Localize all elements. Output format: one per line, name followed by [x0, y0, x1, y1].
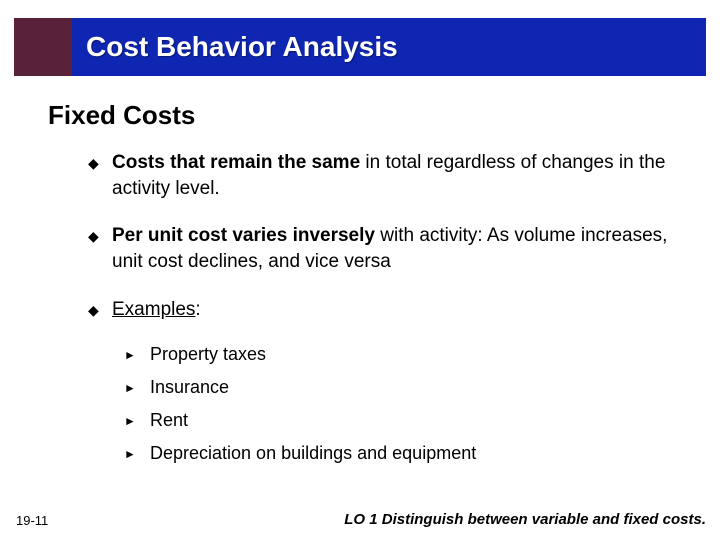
slide-title: Cost Behavior Analysis: [86, 31, 398, 63]
learning-objective-footer: LO 1 Distinguish between variable and fi…: [344, 511, 706, 528]
bullet-list: ◆Costs that remain the same in total reg…: [88, 150, 684, 476]
diamond-bullet-icon: ◆: [88, 297, 112, 320]
diamond-bullet-icon: ◆: [88, 223, 112, 246]
sub-bullet-text: Rent: [150, 410, 684, 431]
triangle-bullet-icon: ►: [124, 443, 150, 461]
bullet-item: ◆Costs that remain the same in total reg…: [88, 150, 684, 201]
sub-bullet-item: ►Insurance: [124, 377, 684, 398]
triangle-bullet-icon: ►: [124, 410, 150, 428]
sub-bullet-item: ►Property taxes: [124, 344, 684, 365]
slide: Cost Behavior Analysis Fixed Costs ◆Cost…: [0, 0, 720, 540]
section-heading: Fixed Costs: [48, 100, 195, 131]
page-number: 19-11: [16, 513, 48, 528]
sub-bullet-item: ►Depreciation on buildings and equipment: [124, 443, 684, 464]
title-accent-box: [14, 18, 72, 76]
sub-bullet-list: ►Property taxes►Insurance►Rent►Depreciat…: [88, 344, 684, 464]
triangle-bullet-icon: ►: [124, 344, 150, 362]
sub-bullet-item: ►Rent: [124, 410, 684, 431]
sub-bullet-text: Insurance: [150, 377, 684, 398]
bullet-text: Costs that remain the same in total rega…: [112, 150, 684, 201]
diamond-bullet-icon: ◆: [88, 150, 112, 173]
title-bar: Cost Behavior Analysis: [14, 18, 706, 76]
bullet-text: Examples:: [112, 297, 684, 323]
sub-bullet-text: Depreciation on buildings and equipment: [150, 443, 684, 464]
bullet-item: ◆Per unit cost varies inversely with act…: [88, 223, 684, 274]
bullet-item: ◆Examples:: [88, 297, 684, 323]
triangle-bullet-icon: ►: [124, 377, 150, 395]
bullet-text: Per unit cost varies inversely with acti…: [112, 223, 684, 274]
sub-bullet-text: Property taxes: [150, 344, 684, 365]
